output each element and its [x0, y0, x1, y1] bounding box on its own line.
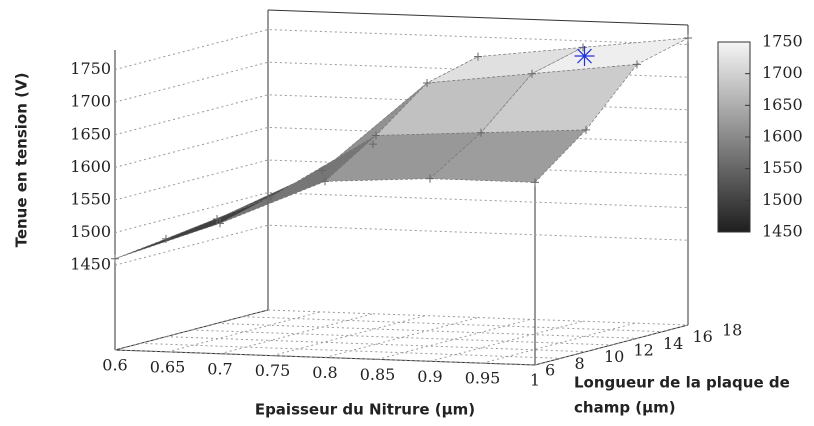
colorbar	[717, 41, 751, 233]
surface-patch	[375, 73, 533, 136]
grid-line	[377, 318, 531, 360]
z-tick-label: 1700	[70, 92, 111, 111]
x-tick-label: 0.6	[102, 356, 127, 375]
z-tick-label: 1650	[70, 124, 111, 143]
surface-vertex	[369, 140, 377, 149]
z-tick-label: 1600	[70, 157, 111, 176]
x-tick-label: 1	[530, 371, 540, 390]
x-tick-label: 0.7	[207, 359, 232, 378]
grid-line	[167, 311, 321, 353]
x-tick-label: 0.95	[465, 369, 501, 388]
surface-vertex	[474, 52, 482, 61]
surface-vertex	[321, 177, 329, 186]
surface-vertex	[264, 195, 272, 204]
surface-vertex	[162, 234, 170, 243]
surface-vertex	[111, 254, 119, 263]
x-tick-label: 0.75	[255, 361, 291, 380]
z-tick-label: 1500	[70, 222, 111, 241]
colorbar-tick-label: 1500	[762, 190, 803, 209]
y-tick-label: 16	[693, 327, 713, 346]
colorbar-tick-label: 1750	[762, 32, 803, 51]
surface-vertex	[684, 34, 692, 43]
surface-vertex	[477, 128, 485, 137]
y-tick-label: 10	[604, 347, 624, 366]
grid-line	[216, 322, 638, 339]
surface-vertex	[531, 178, 539, 187]
grid-line	[114, 349, 536, 366]
surface-patch	[216, 143, 374, 220]
surface-vertex	[216, 219, 224, 228]
grid-line	[114, 224, 689, 266]
colorbar-tick-label: 1550	[762, 158, 803, 177]
surface-vertex	[528, 69, 536, 78]
y-axis-label: champ (µm)	[574, 399, 676, 417]
x-tick-label: 0.9	[417, 367, 442, 386]
y-tick-label: 12	[634, 341, 654, 360]
x-tick-label: 0.65	[150, 357, 186, 376]
surface-vertex	[213, 214, 221, 223]
x-axis-label: Epaisseur du Nitrure (µm)	[255, 401, 475, 419]
y-tick-label: 8	[575, 354, 585, 373]
colorbar-tick-label: 1700	[762, 63, 803, 82]
z-axis-label: Tenue en tension (V)	[13, 73, 31, 248]
y-axis-label: Longueur de la plaque de	[574, 374, 790, 392]
surface-vertex	[423, 79, 431, 88]
axis-frame	[267, 9, 689, 26]
x-tick-label: 0.85	[360, 365, 396, 384]
grid-line	[267, 309, 689, 326]
z-tick-label: 1550	[70, 190, 111, 209]
grid-line	[165, 336, 587, 353]
surface-patch	[324, 132, 482, 182]
y-tick-label: 14	[663, 334, 683, 353]
grid-line	[242, 316, 663, 333]
colorbar-tick-label: 1650	[762, 95, 803, 114]
x-tick-label: 0.8	[312, 363, 337, 382]
surface-vertex	[372, 131, 380, 140]
grid-line	[272, 315, 426, 357]
grid-line	[191, 329, 612, 346]
surface-vertex	[318, 166, 326, 175]
surface-patch	[429, 129, 587, 183]
y-tick-label: 18	[722, 321, 742, 340]
z-tick-label: 1450	[70, 255, 111, 274]
grid-line	[482, 322, 636, 364]
y-tick-label: 6	[545, 361, 555, 380]
surface-vertex	[582, 125, 590, 134]
colorbar-tick-label: 1600	[762, 127, 803, 146]
max-marker	[574, 46, 595, 67]
grid-line	[140, 342, 561, 359]
colorbar-tick-label: 1450	[762, 222, 803, 241]
z-tick-label: 1750	[70, 59, 111, 78]
surface-vertex	[426, 174, 434, 183]
surface-vertex	[633, 60, 641, 69]
surface-vertex	[579, 43, 587, 52]
